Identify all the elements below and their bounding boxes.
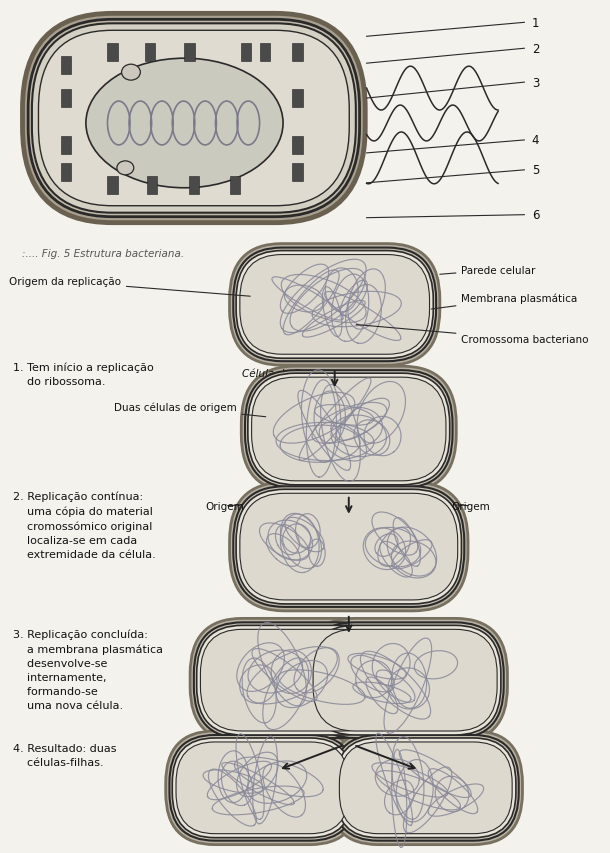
FancyBboxPatch shape <box>28 20 359 218</box>
Bar <box>60 90 71 108</box>
FancyBboxPatch shape <box>242 367 456 492</box>
Text: Origem da replicação: Origem da replicação <box>9 277 250 297</box>
FancyBboxPatch shape <box>190 618 395 742</box>
FancyBboxPatch shape <box>23 15 365 223</box>
Ellipse shape <box>86 59 283 189</box>
Text: Origem: Origem <box>206 502 244 511</box>
FancyBboxPatch shape <box>201 630 384 731</box>
Text: 4: 4 <box>532 134 539 148</box>
FancyBboxPatch shape <box>229 244 440 366</box>
Bar <box>145 44 156 62</box>
FancyBboxPatch shape <box>240 255 429 355</box>
Bar <box>184 44 195 62</box>
Ellipse shape <box>117 162 134 176</box>
FancyBboxPatch shape <box>248 374 450 485</box>
Bar <box>107 177 118 194</box>
FancyBboxPatch shape <box>336 738 516 838</box>
Bar <box>60 136 71 154</box>
Bar <box>189 177 199 194</box>
Text: 5: 5 <box>532 164 539 177</box>
FancyBboxPatch shape <box>233 248 436 362</box>
Bar <box>241 44 251 62</box>
Bar <box>107 44 118 62</box>
Text: 4. Resultado: duas
    células-filhas.: 4. Resultado: duas células-filhas. <box>13 743 116 767</box>
Bar <box>260 44 270 62</box>
FancyBboxPatch shape <box>196 625 388 735</box>
FancyBboxPatch shape <box>166 731 359 844</box>
Bar <box>147 177 157 194</box>
Text: Duas células de origem: Duas células de origem <box>113 403 266 417</box>
Bar <box>292 164 303 182</box>
Text: Origem: Origem <box>451 502 490 511</box>
FancyBboxPatch shape <box>313 630 497 731</box>
FancyBboxPatch shape <box>339 742 512 833</box>
Bar <box>292 90 303 108</box>
FancyBboxPatch shape <box>251 378 446 481</box>
Text: 2. Replicação contínua:
    uma cópia do material
    cromossómico original
    : 2. Replicação contínua: uma cópia do mat… <box>13 491 156 559</box>
FancyBboxPatch shape <box>38 32 350 206</box>
FancyBboxPatch shape <box>236 490 461 604</box>
FancyBboxPatch shape <box>236 252 433 359</box>
FancyBboxPatch shape <box>303 618 508 742</box>
FancyBboxPatch shape <box>172 738 353 838</box>
Text: Célula de E. coli: Célula de E. coli <box>242 368 325 379</box>
Text: :.... Fig. 5 Estrutura bacteriana.: :.... Fig. 5 Estrutura bacteriana. <box>22 248 184 258</box>
FancyBboxPatch shape <box>32 24 356 213</box>
FancyBboxPatch shape <box>233 487 464 607</box>
FancyBboxPatch shape <box>333 735 518 841</box>
Text: 3: 3 <box>532 77 539 90</box>
FancyBboxPatch shape <box>240 494 458 601</box>
Text: Membrana plasmática: Membrana plasmática <box>431 293 578 310</box>
Bar <box>292 44 303 62</box>
FancyBboxPatch shape <box>309 625 501 735</box>
Bar <box>292 136 303 154</box>
Text: 1. Tem início a replicação
    do ribossoma.: 1. Tem início a replicação do ribossoma. <box>13 362 153 386</box>
Text: 2: 2 <box>532 43 539 55</box>
Text: 6: 6 <box>532 209 539 222</box>
Bar <box>229 177 240 194</box>
Bar <box>60 164 71 182</box>
Text: 1: 1 <box>532 17 539 30</box>
FancyBboxPatch shape <box>176 742 349 833</box>
Ellipse shape <box>121 65 140 81</box>
Text: 3. Replicação concluída:
    a membrana plasmática
    desenvolve-se
    interna: 3. Replicação concluída: a membrana plas… <box>13 629 163 710</box>
FancyBboxPatch shape <box>194 623 391 738</box>
FancyBboxPatch shape <box>229 483 468 612</box>
FancyBboxPatch shape <box>307 623 504 738</box>
FancyBboxPatch shape <box>245 371 453 488</box>
FancyBboxPatch shape <box>170 735 356 841</box>
Text: Cromossoma bacteriano: Cromossoma bacteriano <box>356 325 589 345</box>
Bar <box>60 57 71 75</box>
FancyBboxPatch shape <box>329 731 523 844</box>
Text: Parede celular: Parede celular <box>440 265 536 276</box>
